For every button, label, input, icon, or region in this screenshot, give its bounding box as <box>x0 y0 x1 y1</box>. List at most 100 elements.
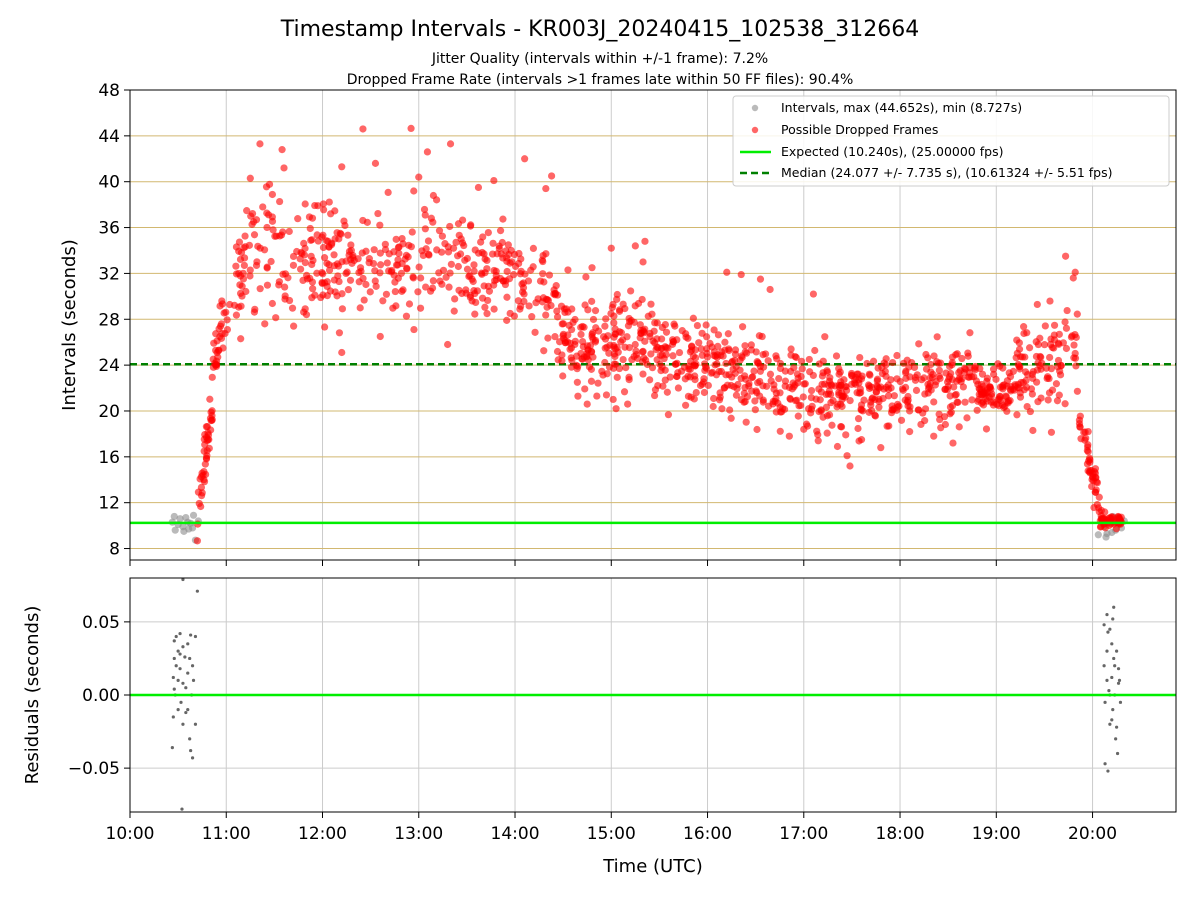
dropped-frame-point <box>728 373 736 381</box>
dropped-frame-point <box>786 394 794 403</box>
dropped-frame-point <box>243 207 251 215</box>
dropped-frame-point <box>976 364 984 373</box>
legend-box <box>732 95 1170 187</box>
dropped-frame-point <box>1041 322 1049 330</box>
dropped-frame-point <box>407 124 415 133</box>
dropped-frame-point <box>422 245 430 253</box>
residual-point <box>186 671 190 675</box>
dropped-frame-point <box>384 188 392 196</box>
dropped-frame-point <box>372 282 380 290</box>
dropped-frame-point <box>256 285 264 293</box>
dropped-frame-point <box>663 388 671 396</box>
dropped-frame-point <box>559 332 567 340</box>
dropped-frame-point <box>793 370 801 378</box>
interval-point <box>171 526 179 534</box>
dropped-frame-point <box>275 278 283 286</box>
dropped-frame-point <box>1093 501 1101 509</box>
dropped-frame-point <box>385 250 393 258</box>
dropped-frame-point <box>544 334 552 342</box>
dropped-frame-point <box>859 407 867 415</box>
dropped-frame-point <box>759 396 767 404</box>
residual-point <box>181 577 185 582</box>
dropped-frame-point <box>415 173 423 181</box>
dropped-frame-point <box>1023 402 1031 411</box>
dropped-frame-point <box>1048 386 1057 394</box>
dropped-frame-point <box>706 339 714 347</box>
dropped-frame-point <box>619 300 627 308</box>
dropped-frame-point <box>1071 354 1080 362</box>
dropped-frame-point <box>1073 310 1081 318</box>
dropped-frame-point <box>505 275 514 283</box>
dropped-frame-point <box>753 425 761 434</box>
dropped-frame-point <box>246 174 254 182</box>
dropped-frame-point <box>1112 525 1121 533</box>
x-tick-label: 18:00 <box>876 824 925 844</box>
dropped-frame-point <box>325 198 333 206</box>
dropped-frame-point <box>921 405 930 413</box>
dropped-frame-point <box>198 489 206 497</box>
dropped-frame-point <box>636 321 644 329</box>
dropped-frame-point <box>875 403 883 411</box>
dropped-frame-point <box>797 357 806 365</box>
residual-point <box>1113 664 1117 668</box>
dropped-frame-point <box>591 307 600 315</box>
dropped-frame-point <box>484 228 492 237</box>
dropped-frame-point <box>973 406 981 414</box>
dropped-frame-point <box>421 225 429 233</box>
dropped-frame-point <box>362 247 370 255</box>
residual-point <box>195 589 199 593</box>
residual-point <box>1103 762 1107 766</box>
dropped-frame-point <box>709 402 717 411</box>
dropped-frame-point <box>588 264 596 272</box>
dropped-frame-point <box>323 292 331 300</box>
dropped-frame-point <box>831 382 839 390</box>
dropped-frame-point <box>281 283 289 291</box>
legend: Intervals, max (44.652s), min (8.727s) P… <box>732 95 1170 187</box>
residual-point <box>1114 737 1118 741</box>
dropped-frame-point <box>599 371 607 379</box>
dropped-frame-point <box>391 278 399 286</box>
dropped-frame-point <box>547 301 555 310</box>
residual-point <box>190 664 195 668</box>
dropped-frame-point <box>673 372 681 381</box>
dropped-frame-point <box>303 271 311 279</box>
dropped-frame-point <box>463 265 472 273</box>
dropped-frame-point <box>639 370 647 378</box>
dropped-frame-point <box>934 359 943 367</box>
dropped-frame-point <box>481 303 489 311</box>
dropped-frame-point <box>935 372 943 380</box>
dropped-frame-point <box>811 346 819 355</box>
dropped-frame-point <box>417 274 425 282</box>
residual-point <box>1112 605 1116 609</box>
dropped-frame-point <box>300 239 308 247</box>
residual-point <box>193 634 198 639</box>
dropped-frame-point <box>515 259 523 268</box>
dropped-frame-point <box>659 382 667 390</box>
dropped-frame-point <box>723 268 731 276</box>
dropped-frame-point <box>281 292 289 300</box>
dropped-frame-point <box>584 356 592 364</box>
dropped-frame-point <box>823 368 832 376</box>
dropped-frame-point <box>935 366 943 374</box>
dropped-frame-point <box>581 301 589 309</box>
dropped-frame-point <box>338 163 346 171</box>
dropped-frame-point <box>531 328 539 336</box>
dropped-frame-point <box>793 396 801 404</box>
dropped-frame-point <box>687 346 696 354</box>
dropped-frame-point <box>1036 352 1044 361</box>
dropped-frame-point <box>452 238 460 246</box>
dropped-frame-point <box>922 365 931 373</box>
dropped-frame-point <box>1020 386 1029 394</box>
dropped-frame-point <box>263 281 272 289</box>
residual-point <box>1106 769 1110 773</box>
dropped-frame-point <box>251 305 259 313</box>
dropped-frame-point <box>994 396 1002 404</box>
dropped-frame-point <box>410 187 418 195</box>
dropped-frame-point <box>741 372 749 380</box>
dropped-frame-point <box>1023 329 1031 337</box>
dropped-frame-point <box>246 266 254 274</box>
dropped-frame-point <box>483 256 491 265</box>
dropped-frame-point <box>235 238 244 246</box>
dropped-frame-point <box>996 383 1005 391</box>
dropped-frame-point <box>880 359 888 367</box>
